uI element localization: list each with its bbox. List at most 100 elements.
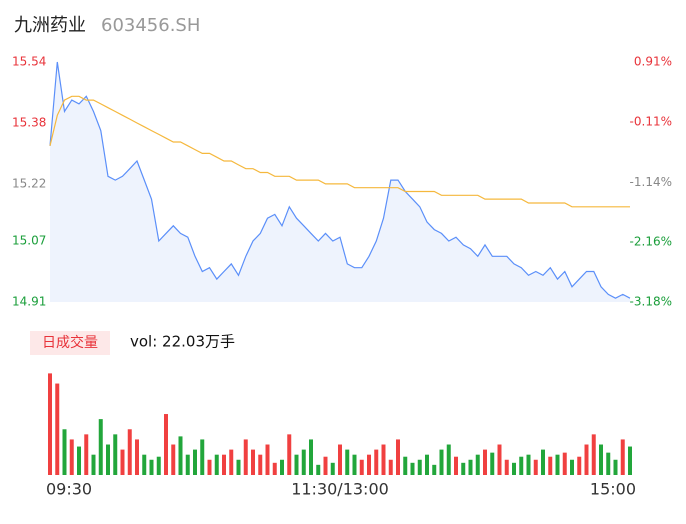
volume-bar — [425, 454, 429, 475]
volume-bar — [562, 452, 567, 475]
volume-bar — [454, 456, 458, 475]
volume-bar — [323, 456, 328, 475]
volume-bar — [98, 419, 103, 475]
y2-tick-label: -1.14% — [630, 175, 672, 189]
volume-bar — [316, 464, 321, 475]
volume-bar — [526, 454, 531, 475]
stock-code: 603456.SH — [101, 15, 200, 36]
volume-bar — [171, 444, 176, 475]
y2-tick-label: -3.18% — [630, 295, 672, 309]
volume-bar — [113, 434, 118, 475]
volume-bar — [222, 454, 226, 475]
volume-bar — [156, 456, 161, 475]
volume-bar — [432, 464, 437, 475]
volume-bar — [272, 462, 277, 475]
x-tick-label: 11:30/13:00 — [291, 480, 389, 499]
volume-bar — [149, 459, 154, 475]
volume-bar — [381, 444, 386, 475]
volume-bar — [367, 454, 371, 475]
volume-bar — [599, 444, 603, 475]
volume-bar — [577, 456, 582, 475]
volume-bar — [374, 449, 379, 475]
volume-bar — [287, 434, 292, 475]
volume-bar — [439, 449, 444, 475]
y-tick-label: 14.91 — [12, 295, 46, 309]
volume-bar — [475, 454, 480, 475]
volume-bar — [606, 452, 611, 475]
volume-bar — [62, 429, 67, 475]
volume-bar — [142, 454, 147, 475]
volume-bar — [570, 459, 574, 475]
volume-bar — [403, 456, 408, 475]
legend-badge — [30, 331, 110, 355]
volume-bar — [359, 459, 364, 475]
volume-bar — [106, 444, 110, 475]
volume-bar — [135, 439, 139, 475]
volume-bar — [243, 439, 248, 475]
price-area — [50, 62, 630, 302]
volume-bar — [55, 383, 60, 475]
volume-bar — [164, 414, 168, 475]
volume-bar — [541, 449, 545, 475]
volume-bar — [504, 459, 509, 475]
average-line — [49, 95, 630, 208]
volume-bar — [591, 434, 596, 475]
volume-bar — [214, 454, 219, 475]
volume-bar — [410, 462, 415, 475]
volume-bar — [330, 462, 335, 475]
volume-bar — [613, 459, 618, 475]
volume-bar — [497, 444, 502, 475]
x-tick-label: 09:30 — [46, 480, 92, 499]
volume-bar — [185, 454, 190, 475]
y-tick-label: 15.54 — [12, 55, 46, 69]
volume-bar — [519, 456, 524, 475]
volume-bar — [301, 449, 306, 475]
volume-bar — [512, 462, 516, 475]
volume-bar — [251, 449, 255, 475]
volume-bar — [548, 456, 553, 475]
volume-bar — [309, 439, 313, 475]
volume-bar — [417, 459, 422, 475]
volume-legend: 日成交量 — [42, 334, 98, 351]
volume-bar — [468, 459, 473, 475]
y2-tick-label: -0.11% — [630, 114, 672, 128]
volume-bar — [555, 454, 560, 475]
volume-bar — [584, 444, 589, 475]
volume-bar — [200, 439, 205, 475]
volume-bar — [265, 444, 270, 475]
volume-bar — [280, 459, 284, 475]
volume-bar — [120, 449, 125, 475]
price-line — [49, 61, 631, 299]
volume-bar — [483, 449, 487, 475]
volume-bar — [91, 454, 96, 475]
stock-name: 九洲药业 — [14, 15, 86, 36]
volume-bar — [396, 439, 400, 475]
volume-bar — [294, 454, 299, 475]
volume-bar — [446, 444, 451, 475]
x-tick-label: 15:00 — [590, 480, 636, 499]
volume-bar — [533, 459, 538, 475]
volume-bar — [48, 373, 52, 475]
volume-bar — [338, 444, 342, 475]
y-tick-label: 15.22 — [12, 176, 46, 190]
volume-bar — [178, 436, 183, 475]
y2-tick-label: 0.91% — [634, 55, 672, 69]
y-tick-label: 15.07 — [12, 234, 46, 248]
volume-bar — [352, 454, 357, 475]
volume-bar — [127, 429, 132, 475]
volume-bar — [628, 446, 632, 475]
y2-tick-label: -2.16% — [630, 235, 672, 249]
volume-bar — [84, 434, 89, 475]
volume-bar — [236, 459, 241, 475]
volume-bar — [207, 459, 212, 475]
volume-bar — [388, 459, 393, 475]
volume-bar — [229, 449, 234, 475]
volume-bar — [258, 454, 263, 475]
volume-bar — [490, 452, 495, 475]
y-tick-label: 15.38 — [12, 115, 46, 129]
volume-bar — [193, 449, 197, 475]
volume-bar — [620, 439, 625, 475]
volume-bar — [345, 449, 350, 475]
volume-bar — [461, 462, 466, 475]
